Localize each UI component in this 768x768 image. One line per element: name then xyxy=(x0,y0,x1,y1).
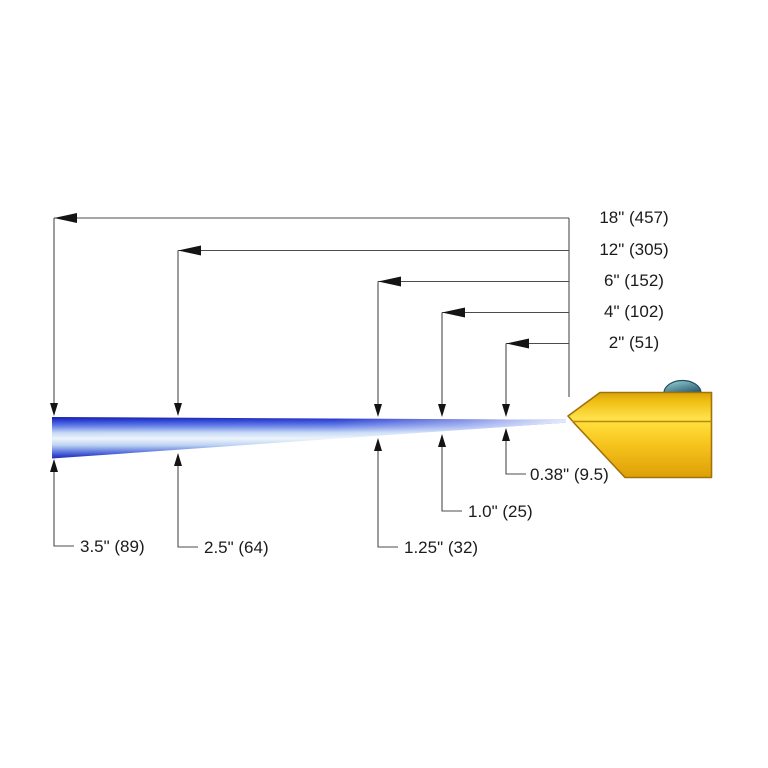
width-label-1-0in: 1.0" (25) xyxy=(468,502,533,521)
arrow-down-12in xyxy=(174,403,182,416)
leader-line-1-25in xyxy=(377,450,398,548)
arrow-up-1-0in xyxy=(438,434,446,447)
distance-label-4in: 4" (102) xyxy=(604,302,664,321)
arrow-down-4in xyxy=(438,404,446,417)
leader-line-3-5in xyxy=(53,471,74,547)
width-label-1-25in: 1.25" (32) xyxy=(404,538,479,557)
arrow-left-6in xyxy=(378,276,401,287)
spray-fan-fade xyxy=(52,417,566,459)
leader-line-2-5in xyxy=(177,465,198,548)
arrow-down-18in xyxy=(50,403,58,416)
width-label-0-38in: 0.38" (9.5) xyxy=(530,465,609,484)
arrow-up-0-38in xyxy=(502,428,510,441)
distance-label-6in: 6" (152) xyxy=(604,271,664,290)
dimension-lines xyxy=(53,217,570,548)
distance-label-18in: 18" (457) xyxy=(599,208,669,227)
distance-label-2in: 2" (51) xyxy=(608,333,660,352)
width-label-2-5in: 2.5" (64) xyxy=(204,538,269,557)
arrow-up-2-5in xyxy=(174,453,182,466)
distance-label-12in: 12" (305) xyxy=(599,240,669,259)
nozzle-dome xyxy=(663,379,702,394)
nozzle-body xyxy=(567,391,713,479)
width-label-3-5in: 3.5" (89) xyxy=(80,537,145,556)
leader-line-0-38in xyxy=(505,440,526,475)
arrow-up-1-25in xyxy=(374,438,382,451)
arrow-left-2in xyxy=(506,338,529,349)
nozzle xyxy=(567,379,713,479)
arrow-down-6in xyxy=(374,404,382,417)
leader-line-1-0in xyxy=(441,446,462,512)
arrow-left-4in xyxy=(442,307,465,318)
arrow-up-3-5in xyxy=(50,459,58,472)
arrow-left-18in xyxy=(54,213,77,223)
arrow-down-2in xyxy=(502,404,510,417)
spray-pattern xyxy=(52,417,566,459)
arrow-left-12in xyxy=(178,245,201,256)
arrowheads xyxy=(50,213,529,472)
